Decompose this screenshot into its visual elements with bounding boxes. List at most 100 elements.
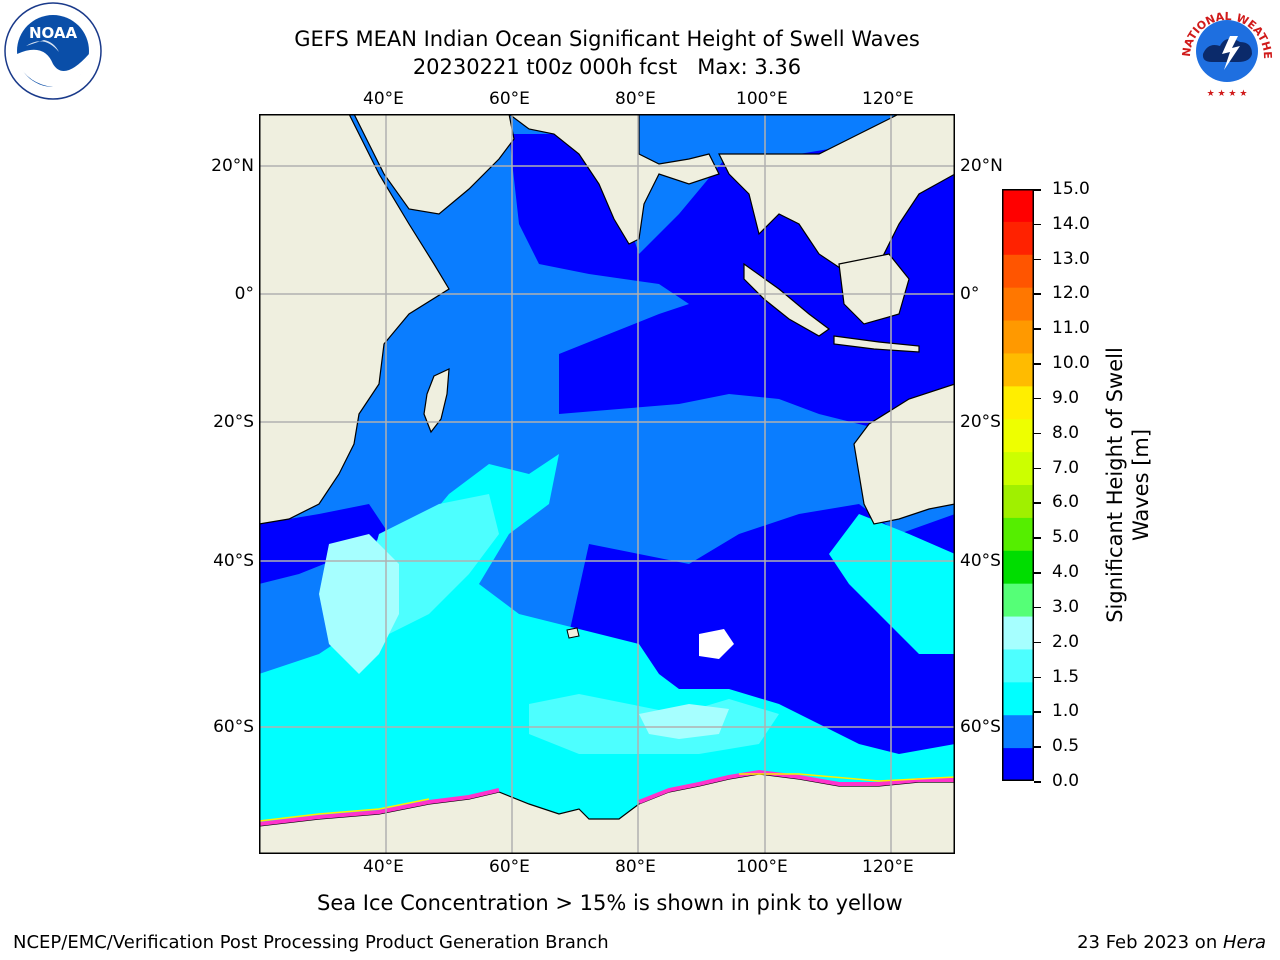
- colorbar-tick-mark: [1034, 189, 1041, 191]
- colorbar-tick-label: 11.0: [1052, 318, 1090, 339]
- colorbar-tick-mark: [1034, 363, 1041, 365]
- colorbar-tick-label: 3.0: [1052, 596, 1080, 617]
- land-java: [833, 335, 920, 353]
- colorbar-tick-mark: [1034, 502, 1041, 504]
- colorbar-segment: [1002, 287, 1034, 322]
- colorbar-segment: [1002, 682, 1034, 716]
- colorbar-tick-mark: [1034, 781, 1041, 783]
- lon-tick-top-80: 80°E: [615, 89, 656, 109]
- lon-tick-top-100: 100°E: [736, 89, 788, 109]
- footer-right: 23 Feb 2023 on Hera: [1077, 932, 1266, 953]
- colorbar-segment: [1002, 583, 1034, 618]
- colorbar-tick-label: 0.0: [1052, 771, 1080, 791]
- lon-tick-top-120: 120°E: [862, 89, 914, 109]
- land-australia: [853, 383, 955, 525]
- colorbar-tick-label: 1.0: [1052, 701, 1080, 722]
- map-frame: [259, 114, 955, 854]
- lon-tick-bottom-40: 40°E: [363, 857, 404, 877]
- colorbar-segment: [1002, 189, 1034, 223]
- colorbar-tick-label: 0.5: [1052, 736, 1080, 757]
- lon-tick-bottom-100: 100°E: [736, 857, 788, 877]
- noaa-logo-text: NOAA: [29, 24, 78, 42]
- colorbar-segment: [1002, 353, 1034, 387]
- lat-tick-left-0: 0°: [234, 284, 254, 304]
- colorbar-segment: [1002, 452, 1034, 486]
- lat-tick-left-60s: 60°S: [213, 717, 254, 737]
- colorbar-segment: [1002, 320, 1034, 354]
- nws-logo: NATIONAL WEATHER SERVICE ★ ★ ★ ★: [1174, 0, 1276, 100]
- map-gridlines: [259, 114, 955, 854]
- colorbar-segment: [1002, 221, 1034, 256]
- swell-band-2-3: [319, 534, 399, 674]
- footer-host: Hera: [1222, 932, 1266, 953]
- colorbar-label: Significant Height of Swell Waves [m]: [1102, 347, 1154, 623]
- colorbar-tick-mark: [1034, 293, 1041, 295]
- land-kerguelen: [566, 627, 580, 639]
- colorbar-tick-mark: [1034, 572, 1041, 574]
- colorbar-tick-label: 8.0: [1052, 422, 1080, 443]
- swell-band-0-0-5-west: [259, 504, 389, 584]
- colorbar-tick-mark: [1034, 676, 1041, 679]
- colorbar-tick-mark: [1034, 258, 1041, 261]
- colorbar-segment: [1002, 419, 1034, 453]
- colorbar: [1002, 189, 1034, 781]
- lon-tick-top-40: 40°E: [363, 89, 404, 109]
- colorbar-segment: [1002, 715, 1034, 749]
- lat-tick-left-40s: 40°S: [213, 551, 254, 571]
- footer-date: 23 Feb 2023 on: [1077, 932, 1223, 953]
- colorbar-segment: [1002, 517, 1034, 552]
- colorbar-tick-label: 13.0: [1052, 248, 1090, 269]
- colorbar-tick-label: 10.0: [1052, 353, 1090, 374]
- colorbar-tick-mark: [1034, 641, 1041, 644]
- colorbar-label-line2: Waves [m]: [1129, 428, 1153, 542]
- lon-tick-top-60: 60°E: [489, 89, 530, 109]
- colorbar-tick-mark: [1034, 746, 1041, 748]
- colorbar-tick-mark: [1034, 223, 1041, 226]
- colorbar-tick-label: 7.0: [1052, 457, 1080, 478]
- colorbar-tick-label: 6.0: [1052, 492, 1080, 513]
- chart-subtitle: 20230221 t00z 000h fcst Max: 3.36: [412, 55, 802, 79]
- colorbar-tick-mark: [1034, 711, 1041, 713]
- colorbar-tick-label: 12.0: [1052, 283, 1090, 304]
- footer-left: NCEP/EMC/Verification Post Processing Pr…: [13, 932, 609, 953]
- lat-tick-right-60s: 60°S: [960, 717, 1001, 737]
- colorbar-label-line1: Significant Height of Swell: [1103, 347, 1127, 623]
- colorbar-tick-label: 2.0: [1052, 631, 1080, 652]
- lat-tick-right-40s: 40°S: [960, 551, 1001, 571]
- colorbar-segment: [1002, 748, 1034, 781]
- missing-data-patch: [699, 629, 734, 659]
- chart-title: GEFS MEAN Indian Ocean Significant Heigh…: [294, 27, 920, 51]
- lat-tick-right-20n: 20°N: [960, 156, 1003, 176]
- lon-tick-bottom-60: 60°E: [489, 857, 530, 877]
- colorbar-tick-label: 14.0: [1052, 213, 1090, 234]
- lat-tick-left-20s: 20°S: [213, 412, 254, 432]
- lon-tick-bottom-120: 120°E: [862, 857, 914, 877]
- colorbar-segment: [1002, 550, 1034, 585]
- land-madagascar: [423, 368, 450, 434]
- colorbar-tick-mark: [1034, 606, 1041, 609]
- swell-band-2-3-east: [639, 704, 729, 739]
- lat-tick-left-20n: 20°N: [211, 156, 254, 176]
- colorbar-segment: [1002, 254, 1034, 289]
- colorbar-tick-mark: [1034, 432, 1041, 435]
- swell-band-1-1-5-east: [829, 514, 955, 654]
- colorbar-segment: [1002, 649, 1034, 683]
- colorbar-tick-mark: [1034, 328, 1041, 330]
- colorbar-tick-mark: [1034, 467, 1041, 470]
- colorbar-tick-label: 1.5: [1052, 666, 1080, 687]
- colorbar-tick-label: 9.0: [1052, 387, 1080, 408]
- colorbar-tick-label: 5.0: [1052, 527, 1080, 548]
- lat-tick-right-20s: 20°S: [960, 412, 1001, 432]
- lat-tick-right-0: 0°: [960, 284, 980, 304]
- sea-ice-note: Sea Ice Concentration > 15% is shown in …: [317, 891, 903, 915]
- colorbar-tick-label: 4.0: [1052, 562, 1080, 583]
- colorbar-tick-label: 15.0: [1052, 179, 1090, 199]
- colorbar-segment: [1002, 485, 1034, 519]
- land-india: [508, 114, 720, 245]
- colorbar-segment: [1002, 616, 1034, 650]
- colorbar-segment: [1002, 386, 1034, 420]
- lon-tick-bottom-80: 80°E: [615, 857, 656, 877]
- colorbar-tick-mark: [1034, 397, 1041, 400]
- sea-ice-fringe-yellow: [259, 773, 955, 822]
- noaa-logo: NOAA: [4, 2, 102, 100]
